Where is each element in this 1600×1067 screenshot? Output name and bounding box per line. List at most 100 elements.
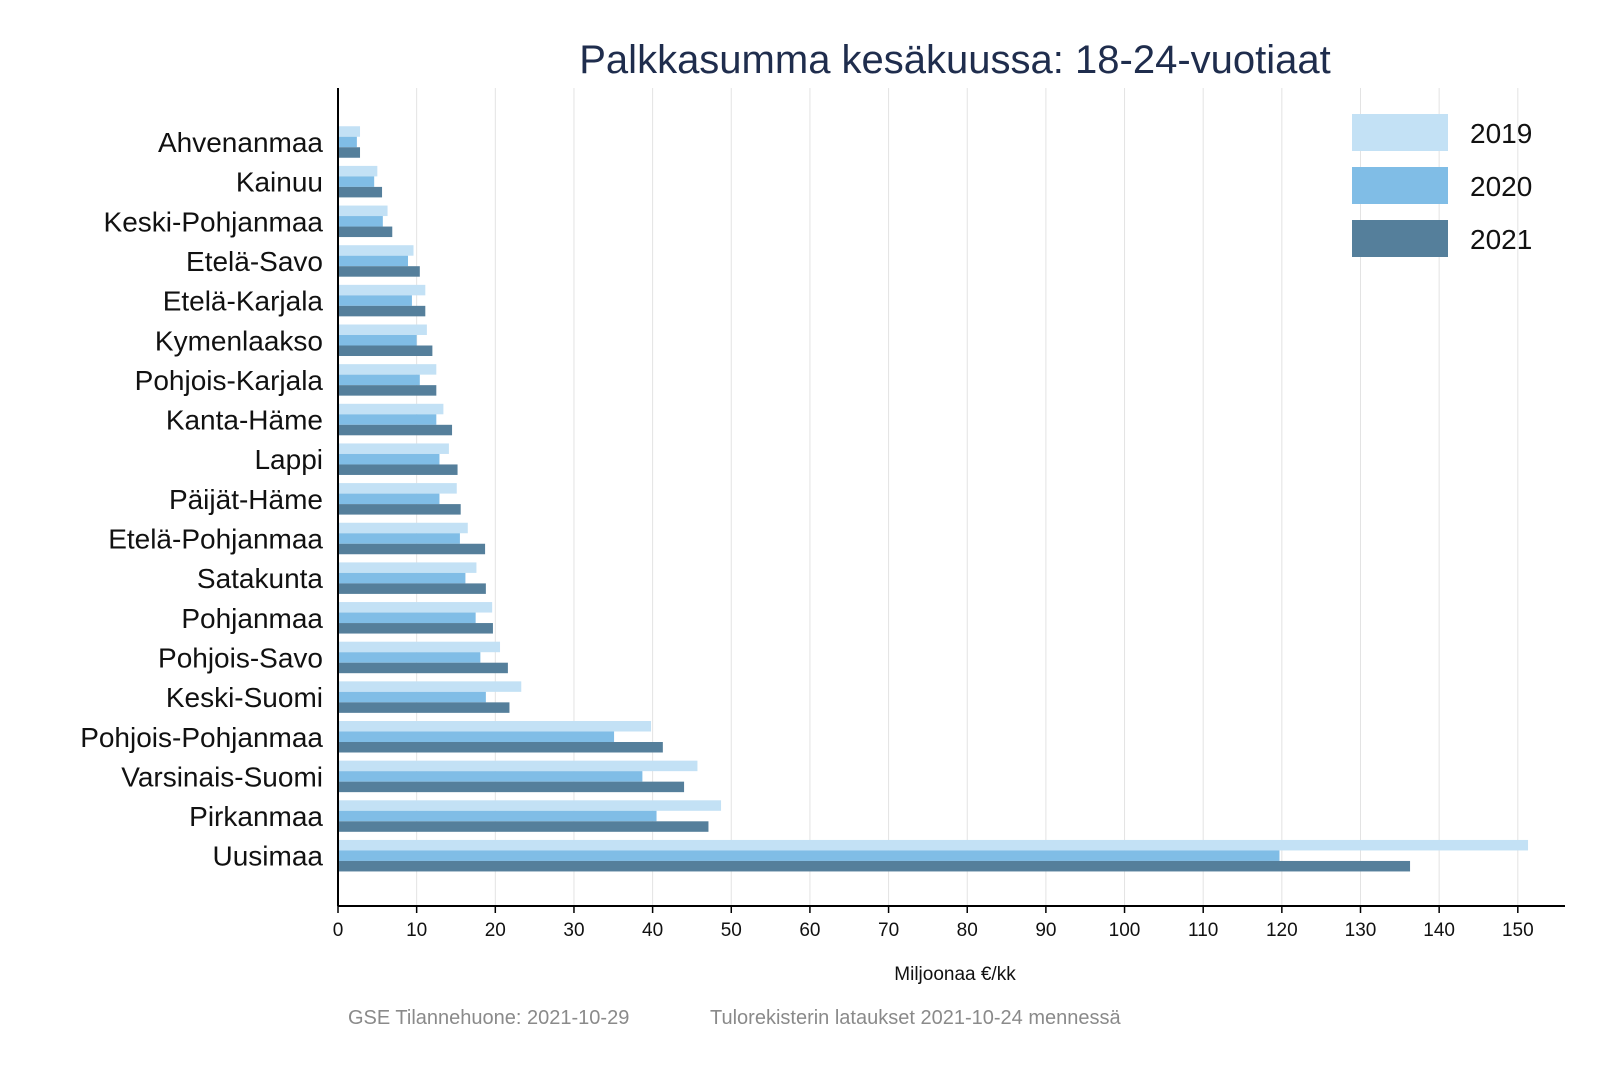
bar-2019 (339, 800, 722, 811)
legend: 2019 2020 2021 (1352, 114, 1532, 257)
bar-2019 (339, 245, 414, 256)
bar-2021 (339, 305, 426, 317)
bar-2021 (339, 623, 493, 634)
x-tick-label: 90 (1035, 920, 1056, 941)
category-label: Pohjois-Pohjanmaa (80, 722, 323, 753)
bar-2019 (339, 681, 522, 692)
bar-2019 (339, 839, 1529, 851)
x-tick-label: 20 (485, 920, 506, 941)
x-tick-label: 150 (1502, 920, 1534, 941)
bar-2020 (339, 652, 481, 663)
category-label: Kainuu (236, 167, 323, 198)
legend-label: 2021 (1470, 224, 1532, 255)
x-tick-label: 120 (1266, 920, 1298, 941)
bar-2019 (339, 324, 427, 335)
x-axis-title: Miljoonaa €/kk (894, 964, 1016, 985)
category-label: Kymenlaakso (155, 325, 323, 356)
category-label: Etelä-Karjala (163, 286, 324, 317)
bar-2021 (339, 702, 510, 713)
category-label: Lappi (254, 444, 323, 475)
bar-2020 (339, 374, 420, 386)
bar-2021 (339, 464, 458, 475)
bar-2020 (339, 453, 440, 465)
bar-2020 (339, 176, 375, 187)
bar-2020 (339, 810, 657, 822)
category-label: Varsinais-Suomi (121, 761, 323, 792)
category-label: Satakunta (197, 563, 324, 594)
footer-source: GSE Tilannehuone: 2021-10-29 (348, 1007, 629, 1029)
category-label: Päijät-Häme (169, 484, 323, 515)
bar-2021 (339, 662, 508, 674)
category-label: Kanta-Häme (166, 405, 323, 436)
bar-2019 (339, 562, 477, 573)
category-label: Pirkanmaa (189, 801, 323, 832)
legend-swatch (1352, 114, 1448, 151)
bar-2021 (339, 781, 685, 793)
bar-2019 (339, 403, 444, 415)
bar-2019 (339, 721, 652, 732)
legend-swatch (1352, 167, 1448, 204)
category-label: Pohjanmaa (181, 603, 323, 634)
category-label: Pohjois-Karjala (135, 365, 324, 396)
bar-2020 (339, 691, 486, 703)
bar-2020 (339, 771, 643, 782)
bar-2019 (339, 205, 388, 217)
bar-2021 (339, 504, 461, 515)
x-tick-label: 40 (642, 920, 663, 941)
bar-2021 (339, 186, 383, 198)
x-tick-label: 10 (406, 920, 427, 941)
x-tick-label: 30 (563, 920, 584, 941)
x-tick-label: 80 (957, 920, 978, 941)
category-label: Etelä-Pohjanmaa (108, 524, 323, 555)
bar-2020 (339, 414, 437, 425)
bar-2020 (339, 136, 357, 148)
category-labels: Ahvenanmaa Kainuu Keski-Pohjanmaa Etelä-Sav… (80, 127, 323, 872)
bar-2021 (339, 821, 709, 832)
x-tick-label: 130 (1345, 920, 1377, 941)
bar-2019 (339, 126, 361, 137)
bar-2019 (339, 602, 493, 613)
bar-2021 (339, 226, 393, 238)
x-tick-label: 0 (333, 920, 344, 941)
bar-2021 (339, 266, 420, 277)
x-tick-label: 60 (799, 920, 820, 941)
x-tick-label: 110 (1188, 920, 1218, 941)
category-label: Keski-Pohjanmaa (104, 206, 324, 237)
x-tick-label: 140 (1423, 920, 1455, 941)
legend-swatch (1352, 220, 1448, 257)
chart-title: Palkkasumma kesäkuussa: 18-24-vuotiaat (579, 38, 1330, 82)
footer-note: Tulorekisterin lataukset 2021-10-24 menn… (710, 1007, 1121, 1029)
bar-2020 (339, 335, 417, 346)
bar-2020 (339, 493, 440, 505)
legend-label: 2020 (1470, 171, 1532, 202)
bar-2020 (339, 850, 1280, 861)
bar-2021 (339, 424, 453, 436)
bar-2019 (339, 284, 426, 296)
category-label: Keski-Suomi (166, 682, 323, 713)
legend-label: 2019 (1470, 118, 1532, 149)
bar-2021 (339, 345, 433, 356)
bar-2019 (339, 483, 457, 494)
gridlines (416, 88, 1519, 906)
bar-2019 (339, 443, 449, 454)
bar-2020 (339, 572, 466, 584)
bar-2021 (339, 583, 486, 594)
category-label: Uusimaa (213, 841, 324, 872)
x-tick-label: 100 (1109, 920, 1141, 941)
bar-2021 (339, 147, 361, 158)
bar-2020 (339, 295, 412, 306)
bar-2020 (339, 255, 409, 267)
bar-2020 (339, 731, 615, 742)
bar-2020 (339, 612, 476, 624)
category-label: Pohjois-Savo (158, 642, 323, 673)
bar-2021 (339, 385, 437, 396)
bar-2021 (339, 742, 663, 753)
bar-2019 (339, 641, 501, 653)
bar-2020 (339, 216, 383, 227)
category-label: Ahvenanmaa (158, 127, 323, 158)
x-tick-label: 70 (878, 920, 899, 941)
bar-2019 (339, 522, 468, 534)
bar-2019 (339, 364, 437, 375)
bar-2019 (339, 165, 378, 177)
